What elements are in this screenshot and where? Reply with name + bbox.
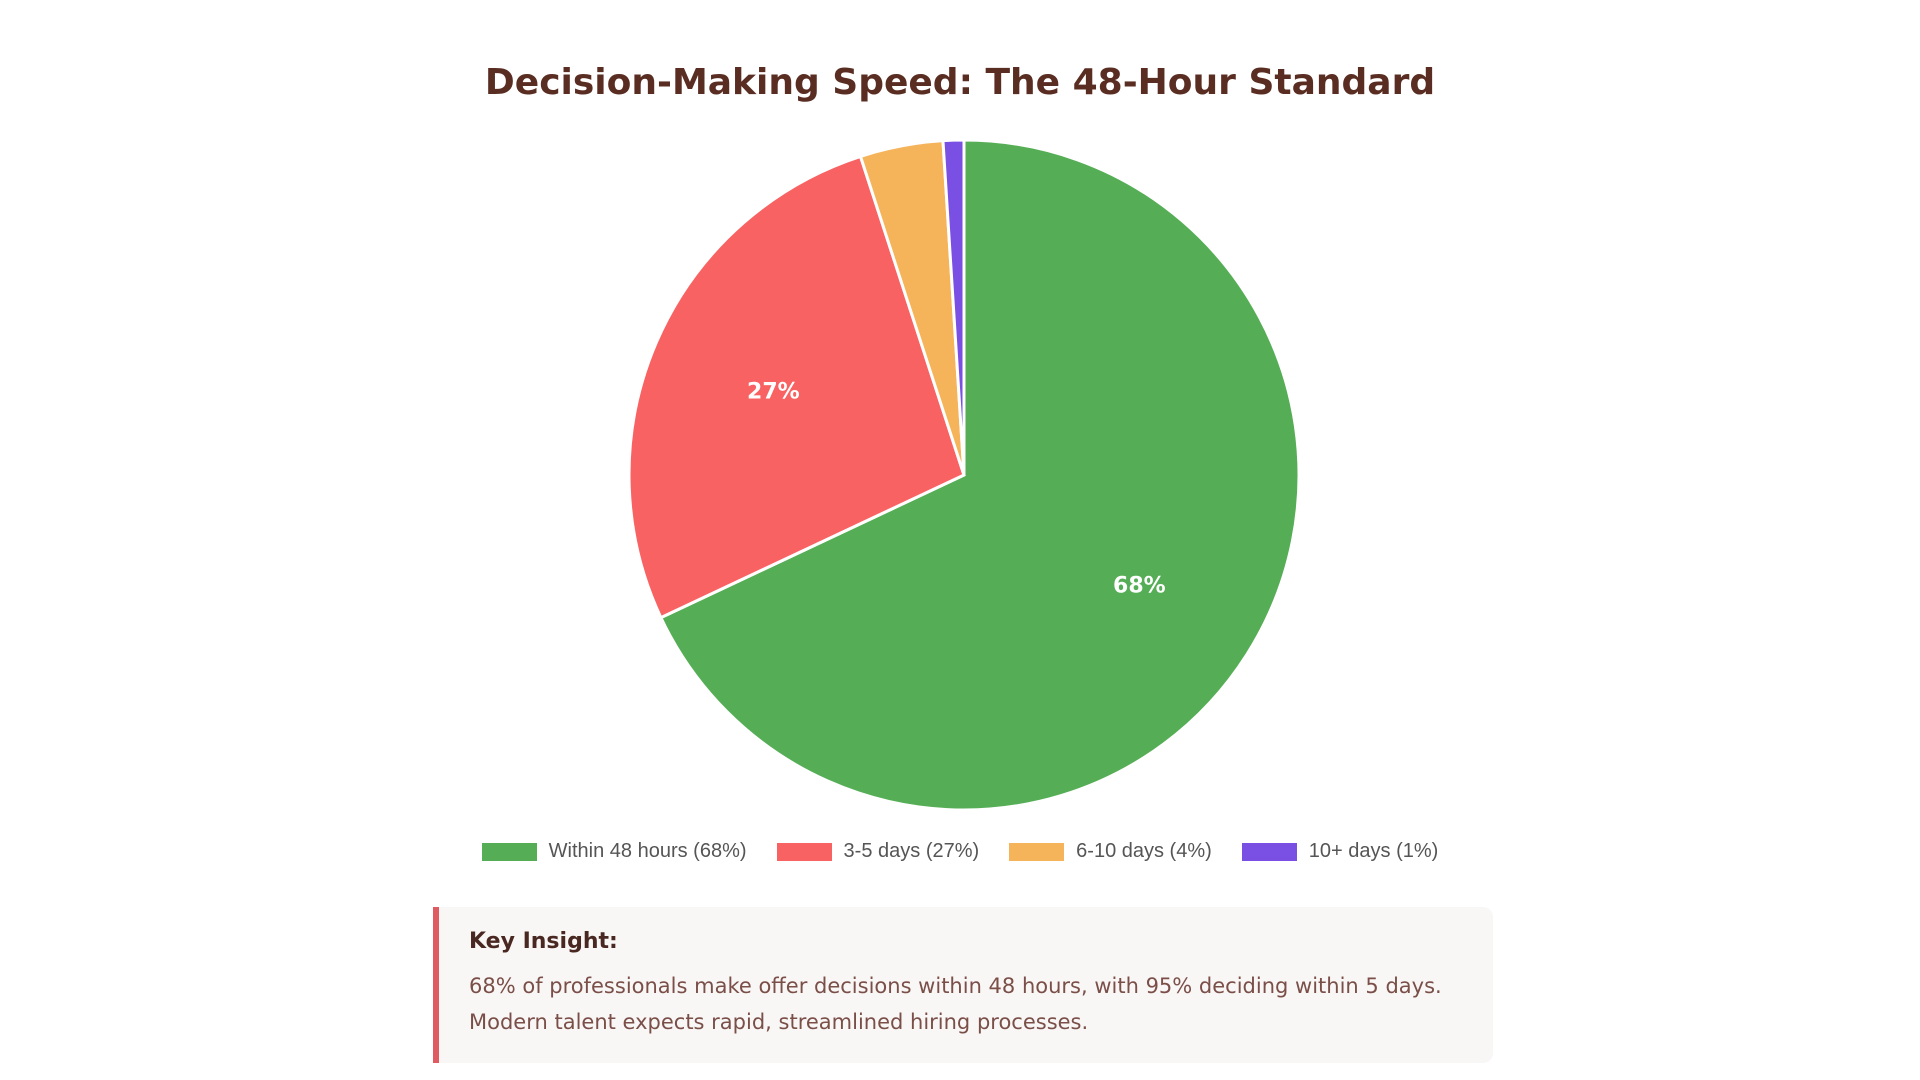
legend-swatch [481, 842, 537, 861]
legend-item-6-10-days[interactable]: 6-10 days (4%) [1009, 840, 1212, 863]
legend-item-10-plus-days[interactable]: 10+ days (1%) [1241, 840, 1439, 863]
legend-item-3-5-days[interactable]: 3-5 days (27%) [776, 840, 980, 863]
key-insight-heading: Key Insight: [469, 929, 618, 954]
legend-swatch [1241, 842, 1297, 861]
legend: Within 48 hours (68%) 3-5 days (27%) 6-1… [0, 840, 1920, 863]
legend-label: 10+ days (1%) [1308, 840, 1439, 862]
legend-swatch [776, 842, 832, 861]
legend-item-within-48-hours[interactable]: Within 48 hours (68%) [481, 840, 747, 863]
slice-label-within-48-hours: 68% [1113, 573, 1166, 598]
legend-label: Within 48 hours (68%) [548, 840, 747, 862]
chart-title: Decision-Making Speed: The 48-Hour Stand… [484, 62, 1436, 103]
legend-label: 3-5 days (27%) [843, 840, 980, 862]
pie-chart: 68% 27% [627, 138, 1301, 812]
key-insight-box: Key Insight: 68% of professionals make o… [433, 907, 1493, 1063]
key-insight-line-1: 68% of professionals make offer decision… [469, 974, 1442, 998]
pie-slice-within-48-hours[interactable] [658, 138, 1301, 812]
key-insight-text: 68% of professionals make offer decision… [469, 968, 1463, 1040]
key-insight-line-2: Modern talent expects rapid, streamlined… [469, 1010, 1089, 1034]
legend-swatch [1009, 842, 1065, 861]
slice-label-3-5-days: 27% [747, 380, 800, 405]
pie-slice-10-plus-days[interactable] [941, 138, 966, 476]
pie-slice-3-5-days[interactable] [627, 154, 966, 620]
legend-label: 6-10 days (4%) [1076, 840, 1212, 862]
